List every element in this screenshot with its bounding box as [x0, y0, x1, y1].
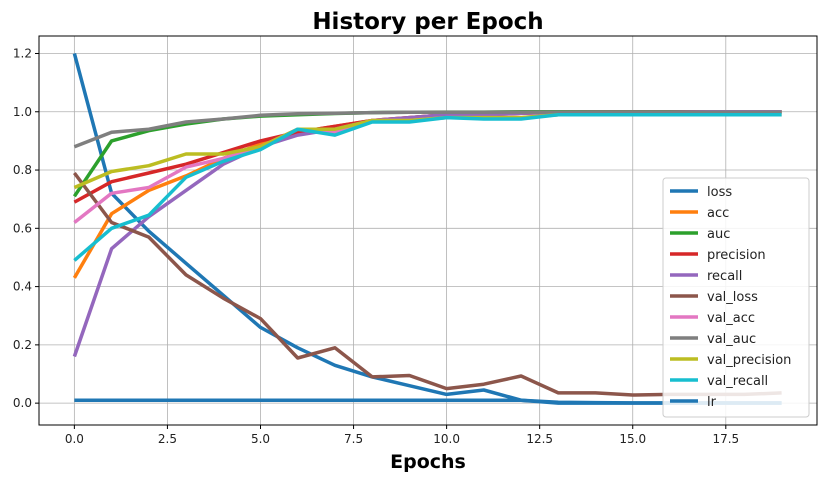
- legend-box: [662, 177, 810, 418]
- x-tick-label: 5.0: [251, 432, 270, 446]
- legend-label: loss: [707, 185, 732, 200]
- y-tick-label: 0.6: [13, 221, 32, 235]
- x-tick-label: 15.0: [619, 432, 646, 446]
- x-axis-label: Epochs: [390, 451, 466, 473]
- x-tick-label: 7.5: [344, 432, 363, 446]
- y-tick-label: 1.0: [13, 105, 32, 119]
- legend-label: acc: [707, 206, 729, 221]
- y-tick-label: 1.2: [13, 46, 32, 60]
- legend-label: auc: [707, 227, 730, 242]
- x-tick-label: 0.0: [65, 432, 84, 446]
- legend-label: val_auc: [707, 332, 756, 347]
- y-tick-label: 0.0: [13, 396, 32, 410]
- legend-label: val_acc: [707, 311, 755, 326]
- x-tick-label: 2.5: [158, 432, 177, 446]
- legend: loss acc auc precision recall val_loss val_acc…: [662, 177, 810, 418]
- x-tick-label: 10.0: [433, 432, 460, 446]
- legend-label: val_recall: [707, 374, 768, 389]
- y-tick-label: 0.8: [13, 163, 32, 177]
- plot-frame: [38, 35, 818, 426]
- x-tick-label: 17.5: [712, 432, 739, 446]
- legend-label: val_loss: [707, 290, 758, 305]
- chart-title: History per Epoch: [312, 9, 543, 35]
- x-tick-label: 12.5: [526, 432, 553, 446]
- series-lines: [72, 53, 782, 405]
- legend-label: recall: [707, 269, 742, 284]
- series-line-val-auc: [73, 110, 782, 149]
- y-tick-label: 0.4: [13, 280, 32, 294]
- y-tick-label: 0.2: [13, 338, 32, 352]
- legend-label: lr: [707, 395, 717, 410]
- legend-label: val_precision: [707, 353, 791, 368]
- series-line-val-recall: [73, 112, 782, 262]
- legend-label: precision: [707, 248, 766, 263]
- axis-ticks: 0.0 2.5 5.0 7.5 10.0 12.5 15.0 17.5 0.0 0.2 0.4 0.6…: [13, 46, 739, 446]
